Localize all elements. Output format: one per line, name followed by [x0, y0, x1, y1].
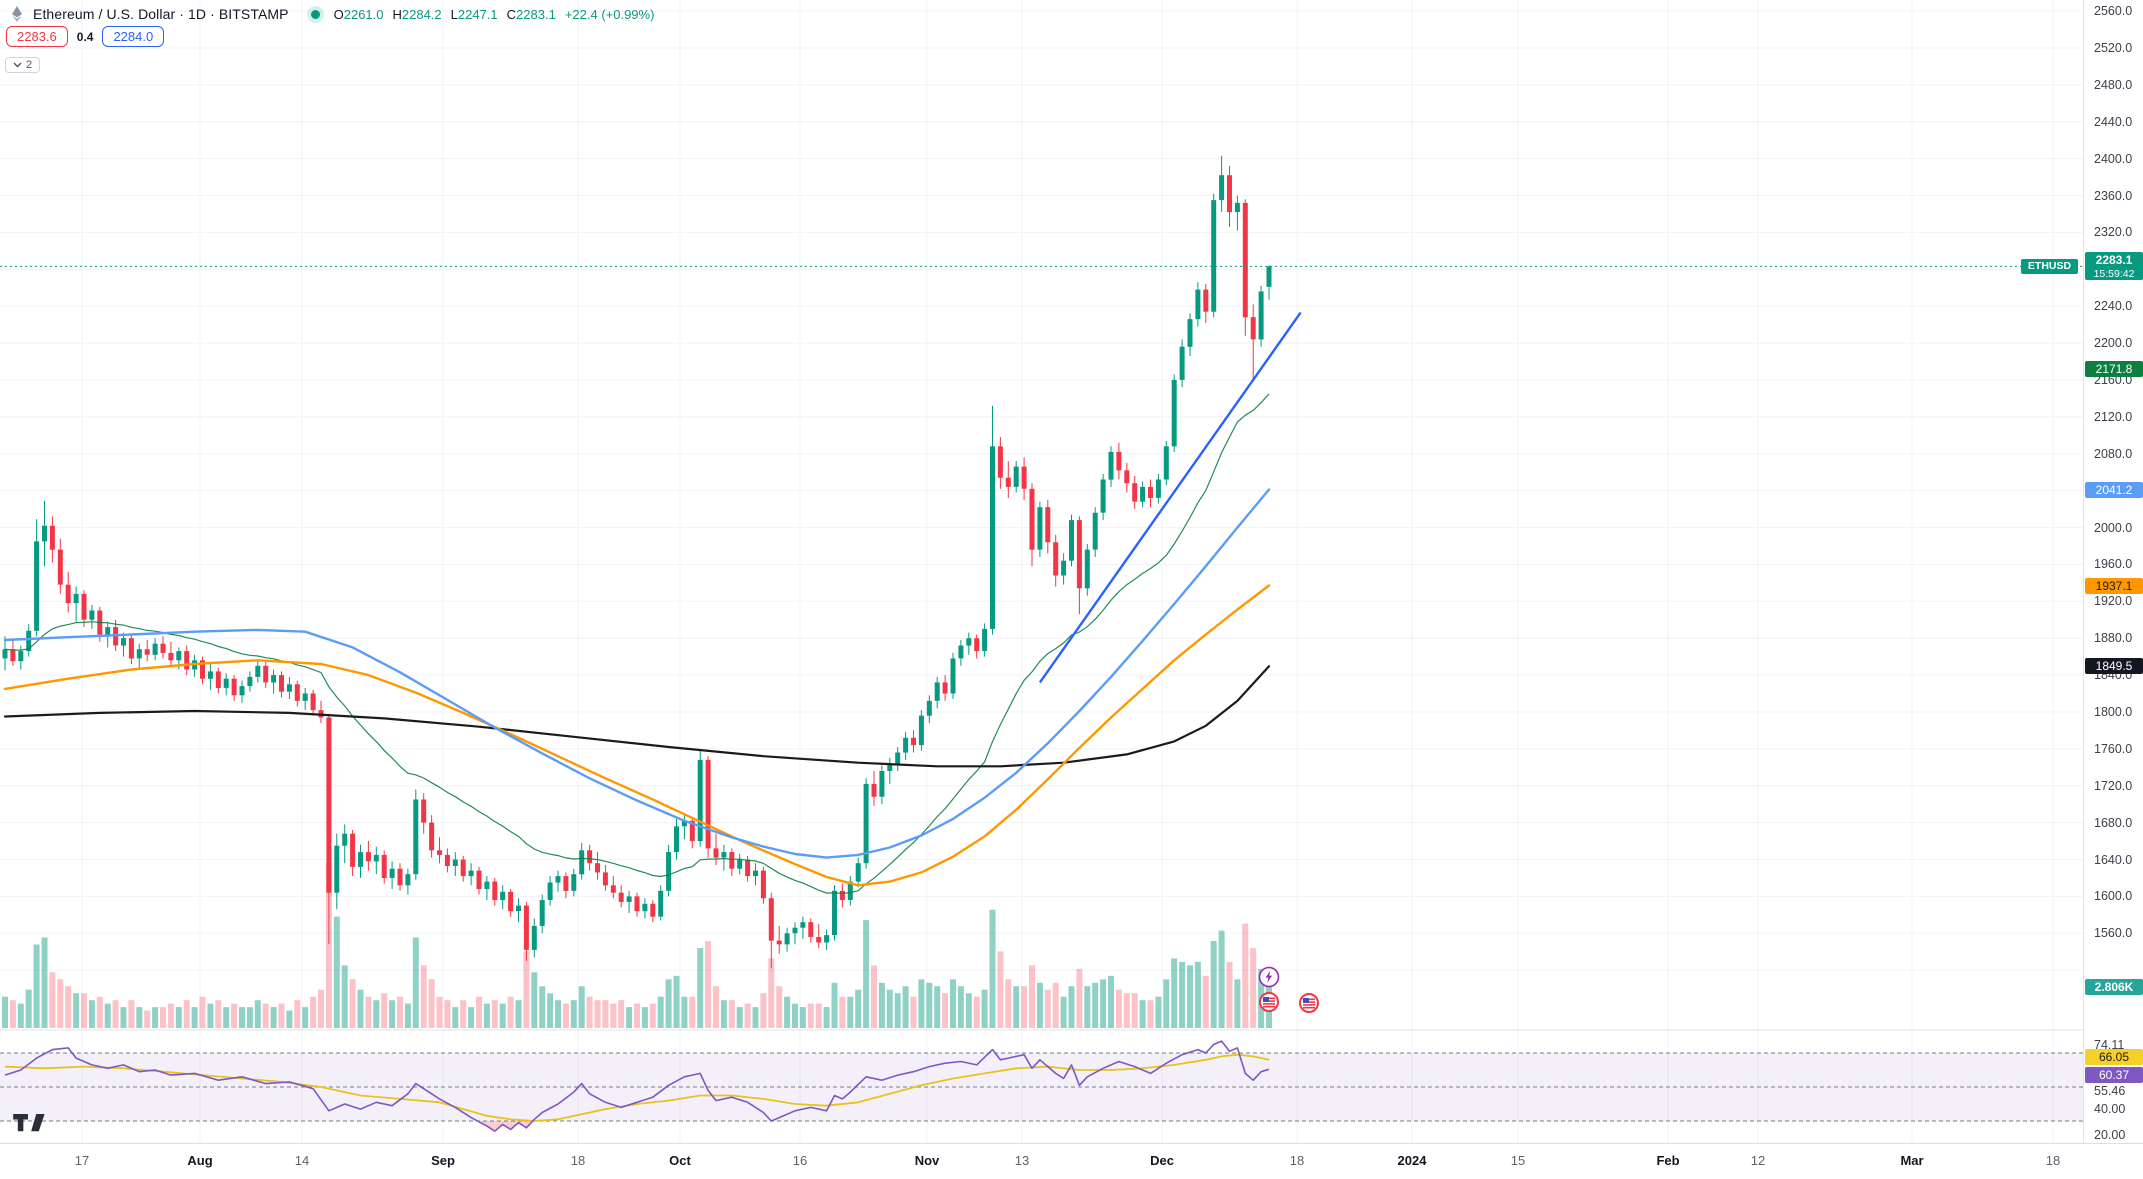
time-tick-label: Dec [1150, 1153, 1174, 1168]
price-tick-label: 1800.0 [2094, 704, 2133, 719]
close-label: C [506, 6, 517, 22]
market-status-dot[interactable] [310, 9, 320, 19]
price-tick-label: 2480.0 [2094, 77, 2133, 92]
open-value: 2261.0 [343, 6, 384, 22]
price-tick-label: 2240.0 [2094, 299, 2133, 314]
time-tick-label: Sep [431, 1153, 455, 1168]
time-tick-label: 16 [792, 1153, 808, 1168]
time-tick-label: 18 [2045, 1153, 2061, 1168]
tradingview-logo[interactable] [12, 1114, 50, 1143]
price-tick-label: 2520.0 [2094, 41, 2133, 55]
time-tick-label: 12 [1750, 1153, 1766, 1168]
buy-button[interactable]: 2284.0 [102, 26, 165, 47]
price-tick-label: 1960.0 [2094, 557, 2133, 572]
open-label: O [333, 6, 344, 22]
chevron-down-icon [13, 62, 22, 68]
hidden-indicators-count: 2 [26, 59, 33, 71]
last-price-label: 2283.1 15:59:42 [2085, 252, 2143, 281]
time-axis[interactable]: 17 Aug 14 Sep 18 Oct 16 Nov 13 Dec 18 2024 15 Feb 12 Ma… [0, 1143, 2143, 1179]
symbol-title[interactable]: Ethereum / U.S. Dollar · 1D · BITSTAMP [33, 6, 289, 22]
us-economic-event-flag-icon[interactable] [1298, 992, 1320, 1014]
price-tick-label: 1680.0 [2094, 815, 2133, 830]
volume-value-label: 2.806K [2085, 979, 2143, 995]
economic-event-lightning-icon[interactable] [1258, 966, 1280, 988]
rsi-axis-label: 66.05 [2085, 1048, 2143, 1065]
price-tick-label: 1920.0 [2094, 594, 2133, 609]
price-line-symbol-tag: ETHUSD [2021, 259, 2078, 274]
change-value: +22.4 (+0.99%) [564, 6, 655, 22]
bar-countdown: 15:59:42 [2093, 268, 2135, 281]
last-price-value: 2283.1 [2095, 253, 2133, 268]
indicator-value-label: 1849.5 [2085, 658, 2143, 675]
time-tick-label: 18 [1289, 1153, 1305, 1168]
time-tick-label: 18 [570, 1153, 586, 1168]
rsi-axis-label: 74.11 [2094, 1038, 2125, 1052]
time-tick-label: 13 [1014, 1153, 1030, 1168]
time-tick-label: 15 [1510, 1153, 1526, 1168]
price-tick-label: 2360.0 [2094, 188, 2133, 203]
price-tick-label: 1600.0 [2094, 889, 2133, 904]
price-tick-label: 2000.0 [2094, 520, 2133, 535]
price-tick-label: 1880.0 [2094, 631, 2133, 646]
chart-canvas[interactable] [0, 0, 2083, 1143]
rsi-axis-label: 55.46 [2094, 1083, 2126, 1098]
price-tick-label: 1760.0 [2094, 741, 2133, 756]
symbol-legend: Ethereum / U.S. Dollar · 1D · BITSTAMP O… [8, 5, 654, 23]
order-panel: 2283.6 0.4 2284.0 [6, 26, 165, 47]
sell-button[interactable]: 2283.6 [6, 26, 68, 47]
price-tick-label: 2320.0 [2094, 225, 2133, 240]
time-tick-label: Nov [914, 1153, 940, 1168]
price-tick-label: 2400.0 [2094, 151, 2133, 166]
price-tick-label: 2080.0 [2094, 446, 2133, 461]
rsi-axis-label: 20.00 [2094, 1128, 2126, 1142]
close-value: 2283.1 [516, 6, 556, 22]
time-tick-label: 2024 [1397, 1153, 1427, 1168]
price-tick-label: 2440.0 [2094, 114, 2133, 129]
time-tick-label: Mar [1900, 1153, 1924, 1168]
price-tick-label: 1640.0 [2094, 852, 2133, 867]
indicator-value-label: 2041.2 [2085, 481, 2143, 498]
rsi-axis-label: 60.37 [2085, 1067, 2143, 1084]
time-tick-label: Aug [187, 1153, 213, 1168]
price-tick-label: 1720.0 [2094, 778, 2133, 793]
price-tick-label: 1560.0 [2094, 926, 2133, 941]
low-label: L [450, 6, 458, 22]
high-label: H [392, 6, 402, 22]
price-tick-label: 2560.0 [2094, 4, 2133, 19]
time-tick-label: Feb [1656, 1153, 1680, 1168]
legend-collapse-button[interactable]: 2 [5, 57, 41, 73]
time-tick-label: 14 [294, 1153, 310, 1168]
price-tick-label: 2120.0 [2094, 409, 2133, 424]
rsi-axis-label: 40.00 [2094, 1102, 2126, 1116]
indicator-value-label: 1937.1 [2085, 577, 2143, 594]
price-axis[interactable]: 2560.0 2520.0 2480.0 2440.0 2400.0 2360.0 2320… [2083, 0, 2143, 1143]
ethereum-icon [12, 6, 22, 22]
us-economic-event-flag-icon[interactable] [1258, 991, 1280, 1013]
low-value: 2247.1 [457, 6, 498, 22]
spread-value: 0.4 [76, 29, 94, 44]
price-tick-label: 2200.0 [2094, 336, 2133, 351]
indicator-value-label: 2171.8 [2085, 361, 2143, 378]
time-tick-label: Oct [669, 1153, 691, 1168]
time-tick-label: 17 [74, 1153, 90, 1168]
high-value: 2284.2 [401, 6, 442, 22]
ohlc-values: O2261.0 H2284.2 L2247.1 C2283.1 +22.4 (+… [334, 7, 655, 22]
